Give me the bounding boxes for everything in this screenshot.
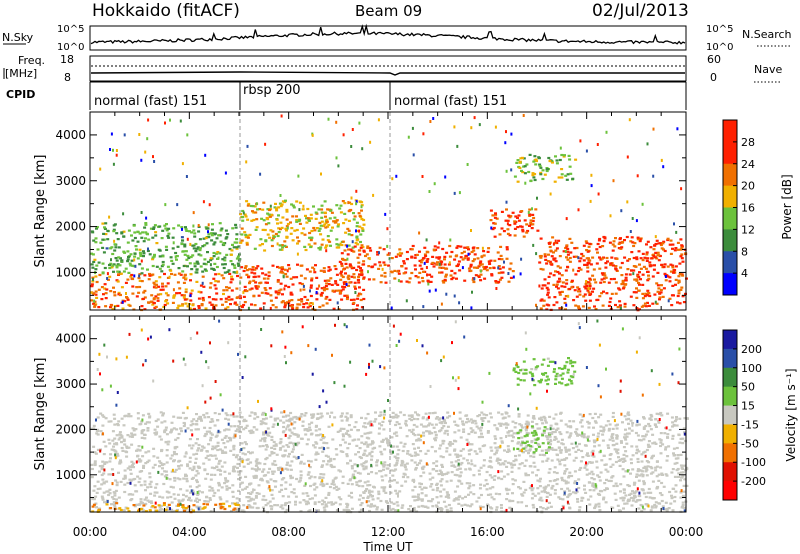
power-y-tick-label: 4000 — [55, 128, 86, 142]
power-colorbar-block — [723, 141, 737, 165]
x-tick-label: 00:00 — [73, 525, 108, 539]
velocity-scatter-points — [95, 319, 686, 513]
nsearch-tick-top: 10^5 — [706, 24, 733, 35]
velocity-colorbar-block — [723, 481, 737, 501]
power-colorbar: 4 8 12 16 20 24 28 Power [dB] — [722, 119, 794, 296]
x-tick-label: 20:00 — [569, 525, 604, 539]
velocity-y-tick-label: 3000 — [55, 377, 86, 391]
power-region — [90, 222, 242, 275]
power-y-axis-label: Slant Range [km] — [33, 155, 48, 268]
velocity-colorbar-label: Velocity [m s⁻¹] — [784, 368, 798, 461]
power-region — [538, 235, 688, 312]
nsky-tick-bottom: 10^0 — [57, 42, 84, 53]
power-region — [338, 244, 515, 284]
beam-label: Beam 09 — [355, 2, 422, 20]
velocity-colorbar-block — [723, 348, 737, 369]
velocity-colorbar-tick: -50 — [741, 437, 759, 450]
power-colorbar-tick: 24 — [741, 158, 755, 171]
velocity-region — [513, 420, 552, 455]
cpid-mode-1: normal (fast) 151 — [94, 94, 207, 109]
nave-tick-top: 60 — [707, 53, 721, 66]
power-y-tick-label: 1000 — [55, 265, 86, 279]
velocity-colorbar-tick: 100 — [741, 362, 762, 375]
velocity-colorbar-tick: -15 — [741, 418, 759, 431]
velocity-heatmap — [90, 319, 689, 514]
freq-tick-top: 18 — [60, 53, 74, 66]
power-colorbar-tick: 8 — [741, 245, 748, 258]
velocity-colorbar-tick: 50 — [741, 381, 755, 394]
cpid-panel: CPID normal (fast) 151 rbsp 200 normal (… — [6, 81, 687, 110]
freq-tick-bottom: 8 — [64, 71, 71, 84]
power-colorbar-tick: 12 — [741, 223, 755, 236]
cpid-mode-3: normal (fast) 151 — [394, 94, 507, 109]
power-heatmap — [90, 114, 688, 312]
freq-panel: Freq. [MHz] 18 8 60 0 Nave — [3, 53, 782, 84]
velocity-colorbar-block — [723, 443, 737, 463]
x-tick-label: 08:00 — [271, 525, 306, 539]
power-colorbar-label: Power [dB] — [780, 174, 794, 239]
x-tick-label: 04:00 — [172, 525, 207, 539]
nsearch-label: N.Search — [742, 28, 792, 41]
velocity-colorbar-block — [723, 367, 737, 388]
power-panel: 1000 2000 3000 4000 Slant Range [km] — [33, 111, 688, 312]
velocity-colorbar-block — [723, 462, 737, 482]
velocity-panel: 1000 2000 3000 4000 Slant Range [km] — [33, 315, 689, 514]
nsky-label: N.Sky — [2, 31, 34, 44]
cpid-label: CPID — [6, 88, 35, 101]
x-axis-label: Time UT — [362, 540, 413, 554]
velocity-colorbar-block — [723, 386, 737, 407]
power-colorbar-block — [723, 207, 737, 230]
x-tick-label: 00:00 — [669, 525, 704, 539]
x-tick-label: 16:00 — [470, 525, 505, 539]
nsky-tick-top: 10^5 — [57, 24, 84, 35]
velocity-region — [512, 357, 577, 387]
power-colorbar-tick: 4 — [741, 267, 748, 280]
power-colorbar-tick: 28 — [741, 136, 755, 149]
cpid-mode-2: rbsp 200 — [243, 83, 301, 98]
nsky-panel: N.Sky 10^5 10^0 10^5 10^0 N.Search — [2, 23, 792, 53]
power-scatter-points — [92, 114, 683, 310]
nave-tick-bottom: 0 — [710, 71, 717, 84]
velocity-colorbar-block — [723, 405, 737, 425]
freq-series-line — [90, 71, 685, 76]
velocity-y-tick-label: 1000 — [55, 468, 86, 482]
velocity-region — [90, 411, 689, 514]
velocity-colorbar-tick: -100 — [741, 456, 766, 469]
freq-units: [MHz] — [5, 67, 37, 80]
power-region — [513, 153, 578, 183]
power-colorbar-tick: 20 — [741, 180, 755, 193]
velocity-y-tick-label: 2000 — [55, 422, 86, 436]
nsearch-tick-bottom: 10^0 — [706, 42, 733, 53]
velocity-colorbar-tick: -200 — [741, 475, 766, 488]
freq-label: Freq. — [18, 54, 45, 67]
velocity-colorbar-block — [723, 330, 737, 350]
power-region — [489, 208, 540, 238]
velocity-colorbar-block — [723, 424, 737, 444]
power-region — [239, 263, 366, 311]
power-region — [90, 272, 242, 312]
power-colorbar-block — [723, 251, 737, 274]
nsky-series-line — [90, 23, 686, 45]
radar-title: Hokkaido (fitACF) — [92, 1, 240, 21]
velocity-y-tick-label: 4000 — [55, 332, 86, 346]
velocity-y-axis-label: Slant Range [km] — [33, 358, 48, 471]
power-colorbar-block — [723, 163, 737, 187]
power-y-tick-label: 2000 — [55, 220, 86, 234]
date-label: 02/Jul/2013 — [592, 1, 689, 21]
power-colorbar-block — [723, 273, 737, 296]
power-colorbar-block — [723, 185, 737, 208]
power-region — [239, 199, 366, 252]
power-colorbar-block — [723, 120, 737, 143]
x-tick-label: 12:00 — [371, 525, 406, 539]
power-colorbar-tick: 16 — [741, 202, 755, 215]
power-colorbar-block — [723, 229, 737, 252]
power-y-tick-label: 3000 — [55, 174, 86, 188]
velocity-colorbar-tick: 200 — [741, 343, 762, 356]
velocity-colorbar: 200 100 50 15 -15 -50 -100 -200 Velocity [m s⁻¹… — [722, 329, 798, 501]
nave-label: Nave — [754, 63, 782, 76]
velocity-colorbar-tick: 15 — [741, 400, 755, 413]
x-tick-labels: 00:00 04:00 08:00 12:00 16:00 20:00 00:00 — [73, 525, 704, 539]
